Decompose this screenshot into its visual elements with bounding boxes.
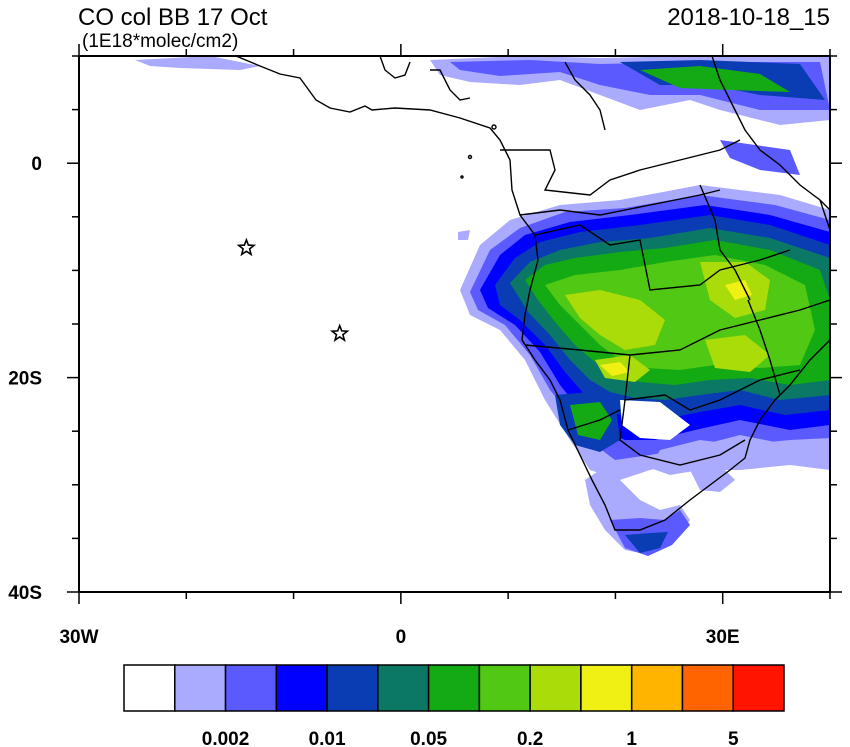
x-tick-label: 30E — [706, 627, 740, 648]
x-tick-label: 30W — [59, 627, 98, 648]
colorbar-label: 5 — [728, 729, 739, 747]
colorbar-label: 0.2 — [517, 729, 543, 747]
axis-ticks — [67, 44, 842, 604]
colorbar-label: 1 — [626, 729, 637, 747]
colorbar-swatch — [377, 664, 430, 712]
colorbar-label: 0.002 — [202, 729, 250, 747]
x-tick-label: 0 — [396, 627, 407, 648]
map-timestamp: 2018-10-18_15 — [667, 4, 830, 31]
coastline-layer — [235, 56, 830, 531]
colorbar: 0.002 0.01 0.05 0.2 1 5 — [123, 664, 785, 747]
colorbar-swatch — [427, 664, 481, 712]
colorbar-swatch — [174, 664, 227, 712]
st-helena-star — [236, 237, 257, 257]
colorbar-label: 0.05 — [410, 729, 447, 747]
colorbar-swatch — [732, 664, 785, 712]
colorbar-swatch — [630, 664, 684, 712]
colorbar-label: 0.01 — [309, 729, 346, 747]
y-tick-label: 20S — [8, 369, 42, 390]
colorbar-swatch — [224, 664, 278, 712]
colorbar-swatch — [478, 664, 531, 712]
axis-labels: 30W 0 30E 0 20S 40S — [8, 154, 739, 648]
y-tick-label: 0 — [31, 154, 42, 175]
y-tick-label: 40S — [8, 583, 42, 604]
colorbar-swatch — [681, 664, 734, 712]
colorbar-swatch — [275, 664, 328, 712]
ascension-star — [329, 323, 350, 342]
map-title: CO col BB 17 Oct — [78, 4, 268, 31]
colorbar-swatch — [326, 664, 379, 712]
map-units: (1E18*molec/cm2) — [82, 31, 238, 52]
station-markers — [236, 237, 350, 342]
co-field-layer — [79, 56, 830, 592]
colorbar-swatch — [529, 664, 582, 712]
colorbar-swatch — [580, 664, 633, 712]
colorbar-swatch — [123, 664, 176, 712]
